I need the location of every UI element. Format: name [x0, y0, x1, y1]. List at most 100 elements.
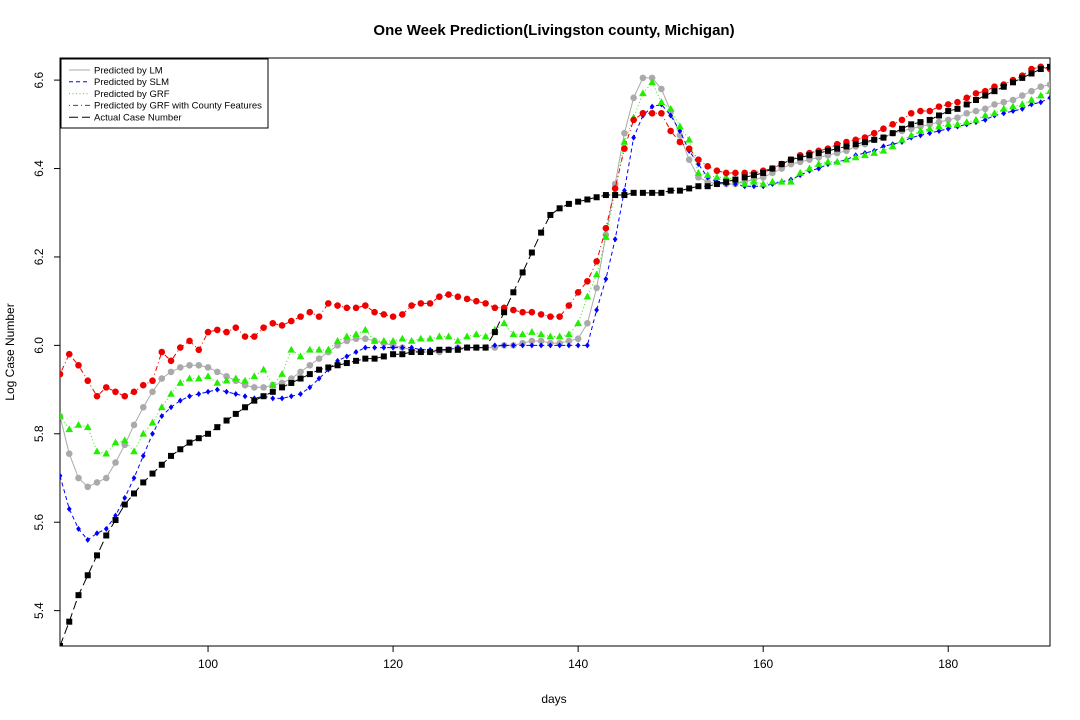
predicted-by-grf-point	[565, 330, 573, 338]
actual-case-number-point	[380, 353, 387, 360]
predicted-by-lm-point	[362, 335, 369, 343]
actual-case-number-point	[547, 211, 554, 218]
predicted-by-grf-point	[333, 336, 342, 344]
actual-case-number-point	[861, 139, 868, 145]
actual-case-number-point	[834, 145, 841, 152]
actual-case-number-point	[205, 430, 212, 437]
actual-case-number-point	[186, 439, 193, 446]
predicted-by-grf-with-county-features-point	[325, 300, 332, 307]
predicted-by-grf-point	[417, 334, 425, 342]
actual-case-number-point	[769, 165, 776, 172]
predicted-by-slm-point	[66, 505, 72, 512]
predicted-by-lm-point	[130, 421, 138, 429]
predicted-by-lm-point	[1037, 83, 1045, 91]
x-tick-label: 120	[383, 657, 403, 671]
actual-case-number-point	[334, 362, 341, 369]
predicted-by-grf-with-county-features-point	[93, 392, 101, 400]
predicted-by-lm-point	[935, 118, 943, 126]
actual-case-number-point	[972, 97, 979, 103]
predicted-by-lm-point	[676, 132, 684, 139]
predicted-by-grf-with-county-features-point	[102, 384, 110, 391]
predicted-by-slm-point	[362, 344, 368, 351]
actual-case-number-point	[750, 172, 757, 179]
actual-case-number-point	[316, 366, 323, 373]
predicted-by-grf-with-county-features-point	[926, 107, 934, 115]
predicted-by-slm-point	[927, 130, 933, 137]
predicted-by-grf-with-county-features-point	[676, 138, 684, 146]
predicted-by-grf-point	[481, 332, 490, 340]
predicted-by-grf-with-county-features-point	[537, 311, 545, 318]
predicted-by-lm-point	[112, 459, 119, 466]
predicted-by-slm-point	[298, 391, 303, 397]
actual-case-number-point	[852, 141, 859, 148]
predicted-by-grf-point	[833, 157, 841, 165]
predicted-by-slm-point	[631, 134, 637, 141]
predicted-by-slm-point	[60, 472, 63, 479]
predicted-by-grf-with-county-features-point	[417, 300, 425, 307]
predicted-by-slm-point	[936, 127, 942, 134]
predicted-by-slm-point	[270, 395, 276, 402]
actual-case-number-point	[954, 105, 961, 112]
actual-case-number-point	[732, 176, 739, 183]
predicted-by-grf-point	[676, 122, 684, 130]
predicted-by-slm-point	[85, 536, 91, 543]
predicted-by-grf-point	[528, 328, 536, 335]
y-tick-label: 6.4	[32, 160, 46, 177]
predicted-by-grf-with-county-features-point	[232, 324, 240, 331]
predicted-by-grf-point	[93, 447, 101, 455]
predicted-by-grf-point	[796, 168, 804, 176]
predicted-by-lm-point	[1018, 92, 1026, 99]
predicted-by-grf-point	[713, 173, 721, 181]
predicted-by-lm-point	[648, 74, 656, 82]
predicted-by-grf-point	[111, 438, 120, 446]
predicted-by-slm-point	[399, 344, 405, 351]
predicted-by-grf-with-county-features-point	[213, 326, 221, 334]
predicted-by-grf-with-county-features-point	[880, 125, 887, 133]
actual-case-number-point	[140, 479, 147, 486]
predicted-by-lm-point	[213, 368, 221, 376]
predicted-by-slm-point	[94, 530, 100, 537]
predicted-by-slm-point	[316, 375, 322, 382]
predicted-by-slm-point	[1047, 94, 1050, 101]
actual-case-number-point	[908, 121, 915, 128]
actual-case-number-point	[242, 404, 249, 411]
predicted-by-grf-point	[389, 336, 397, 344]
actual-case-number-point	[824, 147, 831, 154]
predicted-by-grf-with-county-features-point	[648, 109, 656, 117]
predicted-by-grf-point	[824, 157, 832, 165]
predicted-by-grf-with-county-features-point	[463, 295, 471, 303]
predicted-by-grf-with-county-features-point	[482, 300, 489, 307]
actual-case-number-point	[482, 344, 489, 351]
actual-case-number-point	[723, 178, 730, 185]
predicted-by-grf-point	[472, 330, 481, 338]
predicted-by-grf-with-county-features-point	[1056, 61, 1063, 68]
predicted-by-slm-point	[103, 525, 109, 532]
predicted-by-grf-point	[777, 177, 786, 185]
predicted-by-slm-point	[1075, 77, 1080, 83]
y-tick-label: 6.2	[32, 248, 46, 265]
actual-case-number-point	[982, 92, 989, 99]
predicted-by-grf-with-county-features-point	[935, 103, 943, 110]
legend-entry: Predicted by LM	[94, 65, 163, 76]
predicted-by-slm-point	[1029, 101, 1034, 108]
actual-case-number-point	[926, 116, 933, 123]
predicted-by-grf-point	[259, 365, 268, 373]
predicted-by-grf-point	[805, 164, 814, 172]
actual-case-number-point	[1019, 74, 1026, 81]
predicted-by-grf-with-county-features-point	[130, 388, 138, 396]
predicted-by-grf-with-county-features-point	[352, 304, 360, 312]
predicted-by-lm-point	[297, 368, 304, 376]
predicted-by-lm-point	[139, 403, 147, 411]
predicted-by-grf-with-county-features-point	[315, 313, 323, 320]
predicted-by-grf-with-county-features-point	[473, 297, 480, 305]
predicted-by-grf-with-county-features-point	[176, 344, 184, 351]
predicted-by-grf-with-county-features-point	[334, 302, 341, 309]
predicted-by-lm-point	[954, 114, 961, 121]
predicted-by-grf-point	[648, 78, 656, 86]
predicted-by-grf-point	[916, 126, 925, 134]
actual-case-number-point	[269, 388, 276, 395]
predicted-by-grf-point	[1018, 100, 1027, 108]
actual-case-number-point	[565, 200, 572, 207]
predicted-by-grf-with-county-features-point	[343, 304, 351, 312]
